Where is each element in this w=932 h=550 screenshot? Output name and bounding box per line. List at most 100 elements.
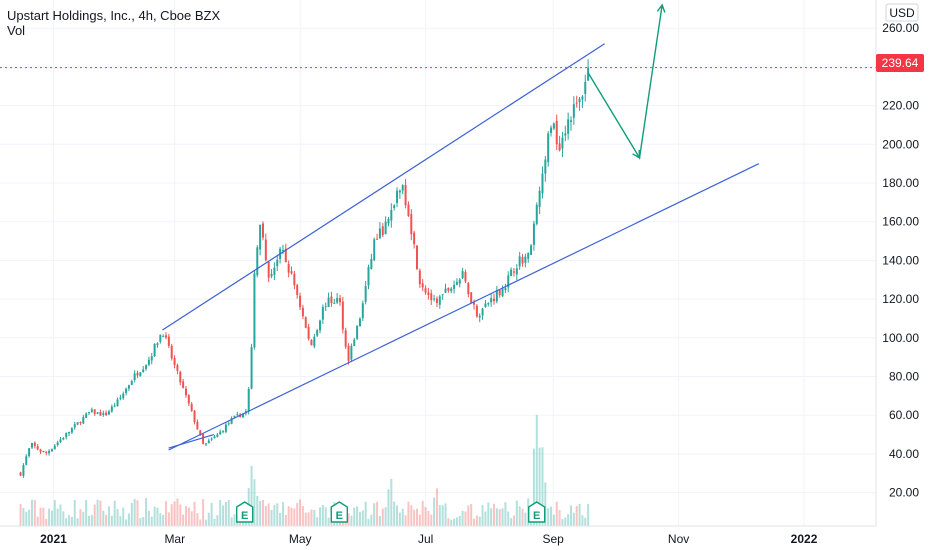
candle-body xyxy=(313,336,316,347)
currency-box[interactable]: USD xyxy=(885,3,919,22)
volume-bar xyxy=(136,500,139,526)
candle xyxy=(182,378,185,389)
volume-bar xyxy=(139,518,142,526)
candle-body xyxy=(233,415,236,418)
candle xyxy=(133,370,136,383)
candle xyxy=(90,407,93,413)
candle xyxy=(330,291,333,307)
volume-bar xyxy=(541,447,544,526)
candle xyxy=(418,268,421,288)
candle-body xyxy=(438,296,441,305)
candle xyxy=(570,116,572,131)
volume-bar xyxy=(484,511,487,526)
volume-bar xyxy=(401,508,404,526)
volume-bar xyxy=(307,512,310,526)
earnings-marker[interactable]: E xyxy=(528,501,546,523)
candle-body xyxy=(567,119,570,134)
volume-bar xyxy=(532,448,535,526)
volume-bar xyxy=(179,504,182,526)
candle xyxy=(464,269,467,284)
trendline-upper-channel xyxy=(162,43,605,331)
candle-body xyxy=(170,345,173,359)
drawings[interactable] xyxy=(0,3,876,451)
volume-bar xyxy=(398,512,401,526)
candle xyxy=(145,364,148,371)
candle xyxy=(130,379,133,386)
candle xyxy=(384,216,387,235)
earnings-marker[interactable]: E xyxy=(236,501,254,523)
candle-body xyxy=(324,306,327,308)
candle-body xyxy=(33,442,36,447)
candle-body xyxy=(341,301,344,330)
earnings-marker-shape xyxy=(330,501,348,523)
currency-label: USD xyxy=(889,6,915,20)
candle xyxy=(79,421,82,426)
candle-body xyxy=(350,345,353,360)
projection-arrowhead-up xyxy=(656,3,666,13)
candle xyxy=(547,131,550,167)
candle xyxy=(584,74,587,102)
candle-body xyxy=(527,252,530,259)
candle xyxy=(555,114,558,150)
candle-body xyxy=(572,104,575,118)
candle xyxy=(264,233,267,262)
volume-bar xyxy=(162,514,165,526)
x-tick-label: Mar xyxy=(164,532,185,546)
candle-body xyxy=(207,440,210,444)
candle-body xyxy=(127,385,130,389)
candle-body xyxy=(424,288,427,293)
candle xyxy=(76,422,79,426)
candle xyxy=(558,135,561,152)
volume-bar xyxy=(544,482,547,526)
indicator-label[interactable]: Vol xyxy=(7,23,25,38)
candle-body xyxy=(461,271,464,279)
candle xyxy=(350,343,353,363)
candle-body xyxy=(387,218,390,224)
candle xyxy=(444,283,447,294)
candle xyxy=(173,355,176,369)
candle xyxy=(561,131,564,158)
candle-body xyxy=(227,423,230,425)
candle-body xyxy=(284,248,287,263)
candle xyxy=(433,294,436,302)
candle-body xyxy=(156,343,159,345)
volume-bar xyxy=(36,516,39,526)
candle xyxy=(170,343,173,361)
candle-body xyxy=(307,326,310,339)
candle-body xyxy=(45,451,48,453)
candle xyxy=(361,300,364,321)
candle-body xyxy=(293,273,296,286)
candle xyxy=(70,426,73,435)
candle xyxy=(139,372,142,377)
volume-bar xyxy=(62,511,65,526)
volume-bar xyxy=(455,517,458,526)
earnings-marker[interactable]: E xyxy=(330,501,348,523)
candle-body xyxy=(447,287,450,291)
volume-bar xyxy=(393,501,396,526)
candle xyxy=(187,393,190,406)
candle-body xyxy=(173,357,176,366)
candle-body xyxy=(53,445,56,450)
candle-body xyxy=(455,281,458,285)
volume-bar xyxy=(250,465,253,526)
candle xyxy=(236,411,239,416)
candle-body xyxy=(453,284,456,289)
volume-bar xyxy=(418,514,421,526)
candle-body xyxy=(190,403,193,411)
candle xyxy=(515,264,518,281)
candle xyxy=(59,437,62,444)
candle xyxy=(56,440,59,447)
volume-bar xyxy=(498,509,501,526)
candle-body xyxy=(584,81,587,94)
volume-bar xyxy=(464,511,467,526)
candle-body xyxy=(530,245,533,255)
candle xyxy=(53,444,56,450)
candle xyxy=(142,365,145,373)
volume-bar xyxy=(230,517,233,526)
candle-body xyxy=(501,288,504,297)
candle xyxy=(273,262,276,281)
candle xyxy=(550,125,553,137)
candle xyxy=(213,434,216,439)
